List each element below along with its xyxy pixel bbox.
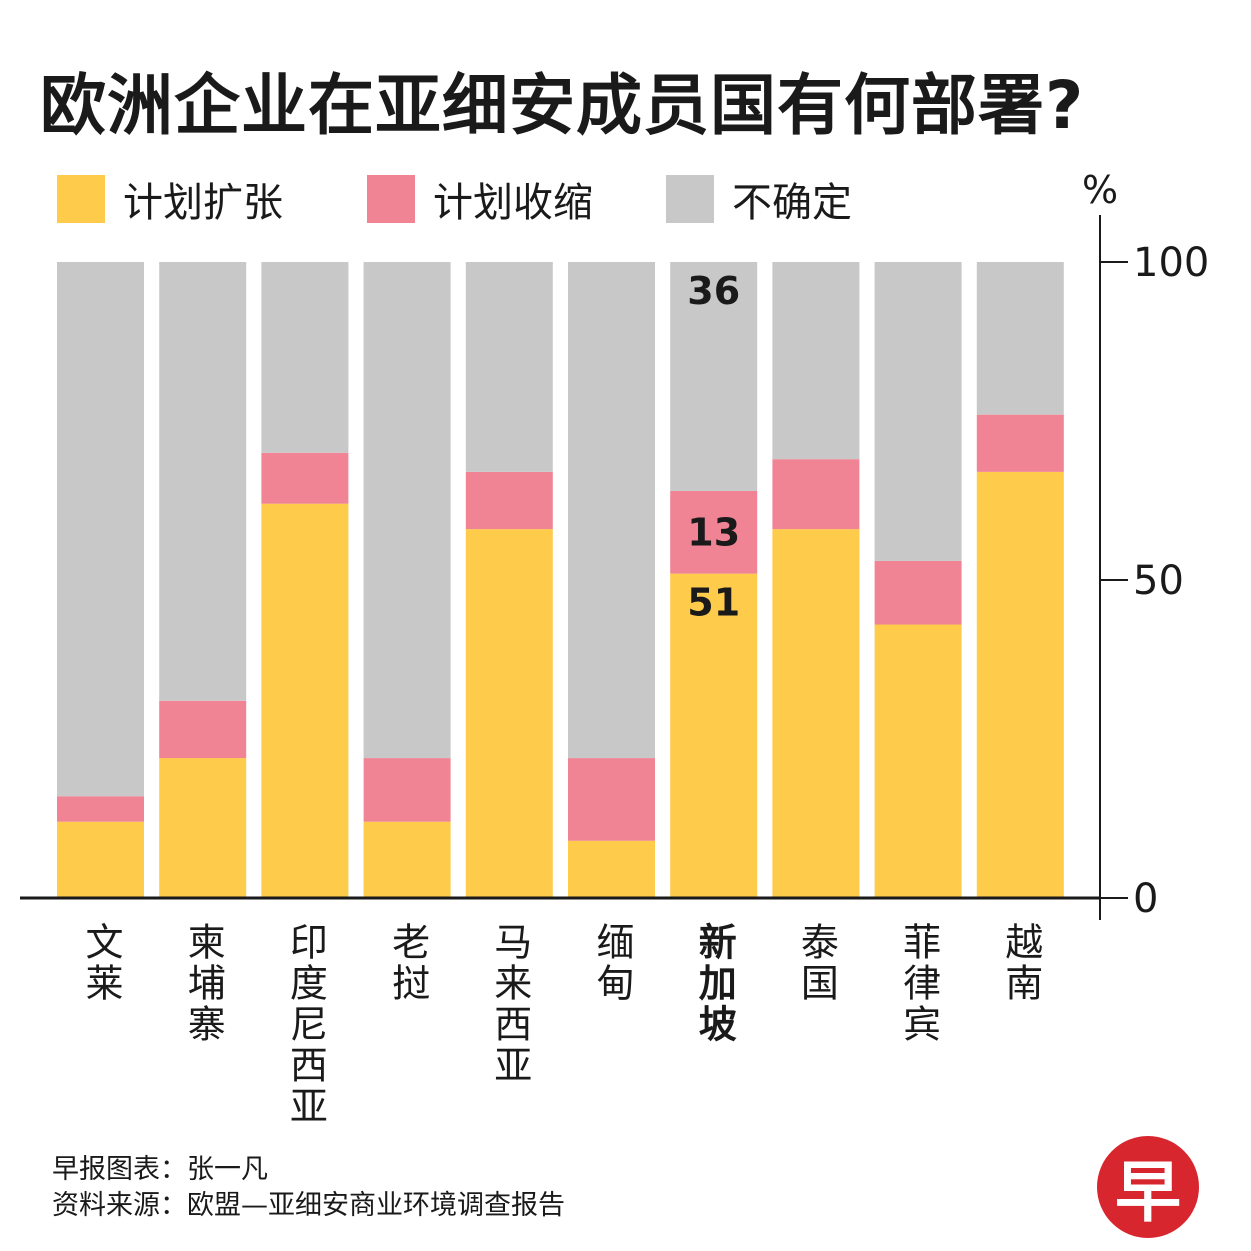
footer: 早报图表：张一凡 资料来源：欧盟—亚细安商业环境调查报告 [52, 1152, 565, 1224]
footer-credit: 早报图表：张一凡 [52, 1154, 268, 1185]
category-label: 马来西亚 [487, 922, 532, 1086]
category-label: 文莱 [79, 922, 123, 1004]
category-label: 泰国 [794, 922, 839, 1004]
bar-segment [363, 758, 451, 822]
y-tick-label: 0 [1133, 876, 1158, 922]
y-axis-unit: % [1082, 168, 1118, 212]
footer-source: 资料来源：欧盟—亚细安商业环境调查报告 [52, 1190, 565, 1221]
bar-segment [159, 758, 247, 898]
bar-segment [465, 529, 553, 898]
bar-segment [465, 471, 553, 530]
bar-segment [874, 560, 962, 625]
legend-label: 计划收缩 [433, 180, 593, 226]
category-label: 柬埔寨 [181, 922, 226, 1045]
bar-segment [976, 262, 1064, 415]
legend-item-uncertain: 不确定 [666, 170, 852, 228]
category-label: 缅甸 [590, 922, 634, 1004]
legend-swatch [666, 175, 714, 223]
legend-label: 计划扩张 [123, 180, 283, 226]
bar-segment [363, 821, 451, 898]
bar-segment [568, 262, 655, 759]
chart-title: 欧洲企业在亚细安成员国有何部署? [40, 67, 1085, 144]
data-label: 13 [687, 510, 740, 554]
category-label: 老挝 [385, 922, 430, 1004]
data-label: 51 [687, 581, 740, 625]
bar-segment [670, 573, 758, 898]
bar-segment [261, 452, 349, 504]
bar-segment [568, 840, 655, 898]
bar-segment [363, 262, 451, 759]
bar-segment [57, 796, 144, 822]
bar-segment [976, 414, 1064, 472]
legend-swatch [57, 175, 105, 223]
bar-segment [465, 262, 553, 472]
bar-segment [57, 821, 144, 898]
bar-segment [159, 262, 247, 701]
bar-segment [874, 262, 962, 561]
bar-segment [670, 490, 758, 574]
bar-segment [772, 262, 860, 460]
bar-segment [57, 262, 144, 797]
category-label: 越南 [998, 922, 1043, 1004]
bar-segment [261, 262, 349, 453]
bar-segment [670, 262, 758, 491]
category-label-highlight: 新加坡 [692, 922, 737, 1045]
zaobao-logo: 早 [1097, 1136, 1199, 1238]
y-tick-label: 100 [1133, 240, 1209, 286]
category-label: 菲律宾 [896, 922, 941, 1045]
legend-item-expand: 计划扩张 [57, 170, 283, 228]
bar-segment [772, 529, 860, 898]
category-label: 印度尼西亚 [283, 922, 328, 1127]
y-tick-label: 50 [1133, 558, 1184, 604]
bar-segment [568, 758, 655, 841]
bar-segment [772, 459, 860, 530]
bar-segment [159, 700, 247, 759]
legend-item-shrink: 计划收缩 [367, 170, 593, 228]
legend-swatch [367, 175, 415, 223]
bar-segment [261, 503, 349, 898]
bar-segment [874, 624, 962, 898]
data-label: 36 [687, 269, 740, 313]
bar-segment [976, 471, 1064, 898]
legend-label: 不确定 [732, 180, 852, 226]
